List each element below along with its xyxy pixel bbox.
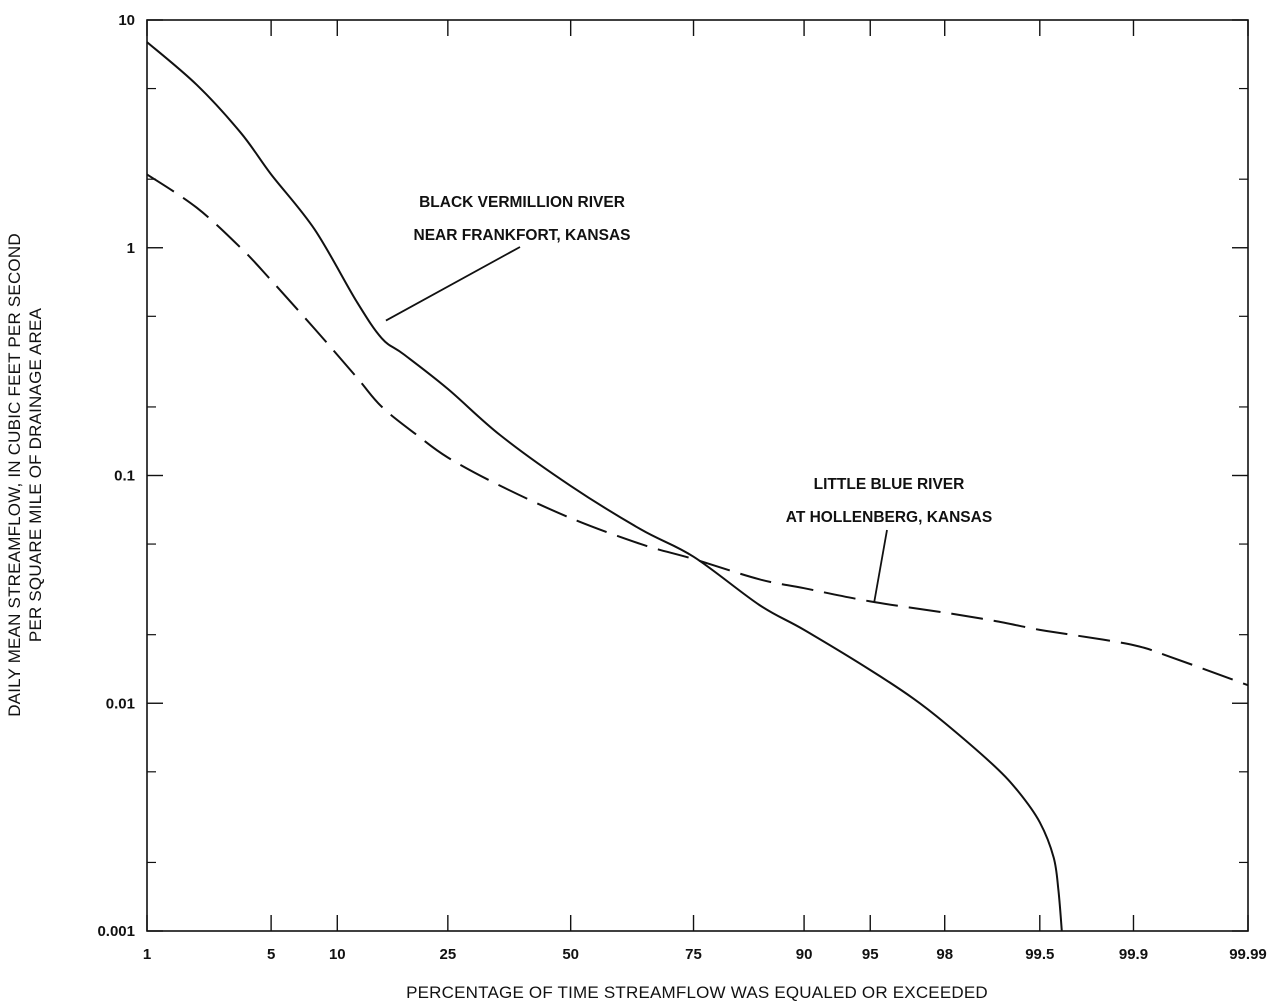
plot-frame-group <box>146 19 1249 932</box>
x-tick-label: 95 <box>862 946 879 963</box>
annotation-black-vermillion-line-2: NEAR FRANKFORT, KANSAS <box>414 227 631 244</box>
y-tick-label: 10 <box>118 12 135 29</box>
plot-frame <box>146 19 1249 932</box>
x-tick-label: 98 <box>936 946 953 963</box>
x-tick-label: 90 <box>796 946 813 963</box>
x-axis-title: PERCENTAGE OF TIME STREAMFLOW WAS EQUALE… <box>406 983 988 1002</box>
annotation-little-blue-line-2: AT HOLLENBERG, KANSAS <box>786 509 992 526</box>
x-tick-label: 99.5 <box>1025 946 1054 963</box>
y-tick-labels: 10 1 0.1 0.01 0.001 <box>97 12 135 940</box>
x-tick-labels: 1 5 10 25 50 75 90 95 98 99.5 99.9 99.99 <box>143 946 1267 963</box>
x-tick-label: 99.9 <box>1119 946 1148 963</box>
series-lines <box>146 41 1249 932</box>
series-line-little-blue <box>146 173 1249 687</box>
x-tick-label: 50 <box>562 946 579 963</box>
y-tick-label: 1 <box>127 240 135 257</box>
annotation-black-vermillion-line-1: BLACK VERMILLION RIVER <box>419 194 625 211</box>
series-line-black-vermillion <box>146 41 1063 932</box>
x-tick-label: 10 <box>329 946 346 963</box>
y-tick-label: 0.001 <box>97 923 135 940</box>
leader-line-black-vermillion <box>385 246 521 322</box>
x-tick-label: 25 <box>439 946 456 963</box>
x-tick-label: 75 <box>685 946 702 963</box>
leader-line-little-blue <box>873 529 888 603</box>
annotations: BLACK VERMILLION RIVER NEAR FRANKFORT, KA… <box>385 194 992 603</box>
y-axis-title-line-2: PER SQUARE MILE OF DRAINAGE AREA <box>26 307 45 642</box>
y-axis-title-line-1: DAILY MEAN STREAMFLOW, IN CUBIC FEET PER… <box>5 233 24 717</box>
y-tick-label: 0.1 <box>114 468 135 485</box>
y-tick-label: 0.01 <box>106 695 135 712</box>
x-tick-label: 5 <box>267 946 275 963</box>
x-tick-label: 1 <box>143 946 151 963</box>
x-tick-label: 99.99 <box>1229 946 1267 963</box>
axis-ticks <box>146 19 1249 932</box>
y-axis-title-group: DAILY MEAN STREAMFLOW, IN CUBIC FEET PER… <box>5 233 45 717</box>
annotation-little-blue-line-1: LITTLE BLUE RIVER <box>814 476 965 493</box>
